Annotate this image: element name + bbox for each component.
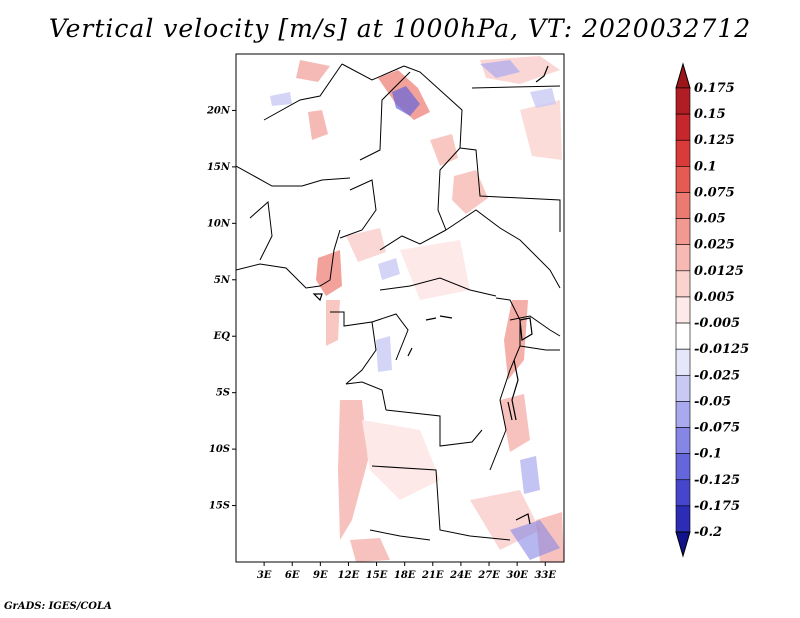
lon-tick-label: 3E (257, 570, 272, 581)
lat-tick-label: 5S (216, 388, 230, 399)
lon-tick-label: 27E (477, 570, 500, 581)
red-patch-coast-2 (326, 300, 340, 346)
colorbar-label: 0.15 (694, 107, 726, 122)
map-frame (235, 53, 565, 563)
colorbar-top-arrow (675, 62, 691, 89)
red-patch-north-3 (308, 110, 328, 140)
lon-tick-label: 21E (421, 570, 444, 581)
lon-tick-label: 15E (366, 570, 388, 581)
footer-credit: GrADS: IGES/COLA (4, 601, 112, 612)
red-patch-congo-coast (338, 400, 368, 540)
colorbar-label: -0.075 (694, 421, 740, 436)
colorbar-segment (675, 348, 691, 376)
lon-tick-label: 6E (285, 570, 300, 581)
lat-tick-label: 10S (209, 444, 230, 455)
colorbar-label: 0.05 (694, 212, 726, 227)
red-patch-rift-2 (500, 394, 530, 452)
colorbar-label: 0.075 (694, 185, 735, 200)
colorbar-segment (675, 374, 691, 402)
lat-tick-label: 10N (207, 218, 231, 229)
colorbar-label: 0.125 (694, 133, 735, 148)
blue-patch-east (530, 88, 556, 108)
colorbar-segment (675, 192, 691, 219)
colorbar-label: 0.0125 (694, 264, 744, 279)
colorbar-label: 0.1 (694, 159, 717, 174)
colorbar-bottom-arrow (675, 531, 691, 558)
red-patch-angola (362, 420, 440, 500)
colorbar-segment (675, 401, 691, 428)
colorbar: 0.175 0.15 0.125 0.1 0.075 0.05 0.025 0.0125 0.0… (675, 62, 749, 558)
colorbar-segment (675, 296, 691, 324)
colorbar-segment (675, 166, 691, 193)
lat-tick-label: 15S (209, 501, 230, 512)
lat-tick-label: 5N (214, 275, 231, 286)
lat-tick-label: 15N (207, 162, 231, 173)
colorbar-segment (675, 322, 691, 350)
blue-patch-congo (376, 336, 392, 372)
blue-patch-nw (270, 92, 292, 106)
colorbar-label: -0.025 (694, 368, 740, 383)
blue-patch-se (510, 520, 560, 560)
lon-tick-label: 24E (449, 570, 472, 581)
latitude-axis: 20N 15N 10N 5N EQ 5S 10S 15S (206, 105, 236, 512)
red-patch-north-1 (296, 60, 330, 82)
colorbar-label: -0.1 (694, 447, 722, 462)
colorbar-segment (675, 218, 691, 246)
colorbar-label: -0.2 (694, 525, 722, 540)
colorbar-label: 0.005 (694, 290, 735, 305)
colorbar-segment (675, 244, 691, 272)
lon-tick-label: 9E (313, 570, 328, 581)
colorbar-label: 0.175 (694, 81, 735, 96)
colorbar-label: -0.0125 (694, 342, 749, 357)
colorbar-segment (675, 139, 691, 167)
colorbar-label: -0.05 (694, 394, 731, 409)
lat-tick-label: EQ (213, 331, 231, 342)
blue-patch-tanganyika (520, 456, 540, 494)
lakes-and-coast (312, 65, 549, 525)
chart-title: Vertical velocity [m/s] at 1000hPa, VT: … (48, 14, 752, 43)
red-patch-sw (350, 538, 390, 562)
lon-tick-label: 12E (338, 570, 360, 581)
red-patch-cameroon (346, 228, 386, 262)
lon-tick-label: 33E (534, 570, 556, 581)
red-patch-ne-2 (520, 100, 562, 160)
red-patch-center (400, 240, 470, 300)
colorbar-segment (675, 479, 691, 507)
longitude-axis: 3E 6E 9E 12E 15E 18E 21E 24E 27E 30E 33E (257, 562, 556, 581)
colorbar-label: 0.025 (694, 238, 735, 253)
colorbar-segment (675, 87, 691, 115)
lon-tick-label: 18E (394, 570, 416, 581)
colorbar-label: -0.175 (694, 499, 740, 514)
colorbar-segment (675, 453, 691, 481)
blue-patch-center (378, 258, 400, 280)
lon-tick-label: 30E (506, 570, 528, 581)
blue-patch-north (392, 86, 420, 116)
colorbar-segment (675, 113, 691, 141)
vertical-velocity-field (236, 54, 564, 562)
country-borders (236, 63, 561, 541)
colorbar-label: -0.005 (694, 316, 740, 331)
lat-tick-label: 20N (206, 105, 231, 116)
colorbar-segment (675, 270, 691, 298)
colorbar-segment (675, 505, 691, 533)
colorbar-segment (675, 427, 691, 454)
blue-patch-ne (480, 60, 520, 78)
colorbar-label: -0.125 (694, 473, 740, 488)
